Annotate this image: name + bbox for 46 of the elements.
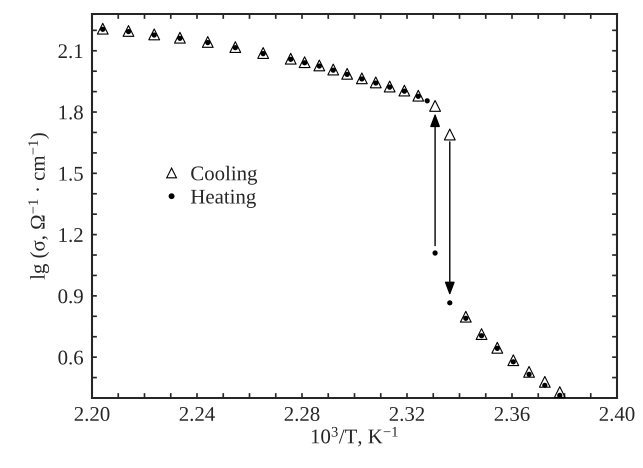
point — [96, 22, 109, 35]
y-tick-label: 0.6 — [58, 350, 84, 365]
x-tick-label: 2.24 — [180, 406, 215, 422]
point — [554, 386, 566, 398]
y-axis-title: lg (σ, Ω$^{−1}$ · cm$^{−1}$) — [28, 133, 50, 280]
point — [298, 56, 311, 68]
point — [257, 47, 270, 59]
y-tick-label: 1.8 — [59, 105, 83, 120]
point — [507, 354, 520, 366]
point — [356, 72, 368, 84]
point — [398, 84, 410, 97]
point — [229, 41, 242, 54]
point — [523, 366, 535, 378]
point — [122, 25, 134, 37]
point — [412, 90, 424, 102]
point — [284, 52, 297, 65]
point — [384, 80, 396, 92]
point — [148, 28, 160, 40]
point — [491, 342, 504, 354]
point — [202, 36, 214, 48]
point — [476, 328, 488, 340]
x-tick-label: 2.40 — [600, 406, 634, 422]
x-tick-label: 2.28 — [284, 406, 320, 422]
point — [447, 300, 452, 306]
y-tick-label: 0.9 — [58, 289, 83, 304]
point — [429, 100, 442, 112]
legend-label: Heating — [190, 190, 256, 208]
point — [174, 32, 186, 44]
point — [327, 64, 340, 76]
point — [432, 250, 438, 256]
point — [460, 310, 472, 323]
point — [424, 98, 430, 104]
x-tick-label: 2.32 — [390, 406, 424, 422]
x-tick-label: 2.36 — [494, 406, 530, 422]
x-axis-title: 10$^{3}$/T, K$^{−1}$ — [312, 426, 398, 446]
y-tick-label: 1.5 — [59, 166, 83, 181]
y-tick-label: 1.2 — [59, 228, 83, 242]
legend-label: Cooling — [191, 166, 258, 185]
point — [370, 76, 382, 88]
point — [313, 60, 326, 72]
point — [341, 68, 354, 80]
y-tick-label: 2.1 — [58, 44, 82, 58]
point — [538, 376, 551, 388]
point — [444, 128, 456, 140]
x-tick-label: 2.20 — [74, 406, 110, 422]
point — [542, 382, 548, 388]
